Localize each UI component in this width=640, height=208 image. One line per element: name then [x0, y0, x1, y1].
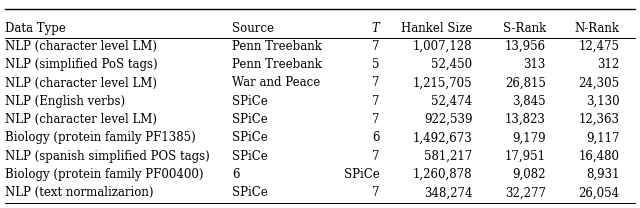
Text: 13,823: 13,823	[505, 113, 546, 126]
Text: NLP (text normalizarion): NLP (text normalizarion)	[5, 186, 154, 199]
Text: 581,217: 581,217	[424, 150, 472, 163]
Text: 1,007,128: 1,007,128	[413, 40, 472, 53]
Text: 6: 6	[232, 168, 240, 181]
Text: SPiCe: SPiCe	[232, 150, 268, 163]
Text: 26,054: 26,054	[579, 186, 620, 199]
Text: Penn Treebank: Penn Treebank	[232, 58, 322, 71]
Text: 17,951: 17,951	[505, 150, 546, 163]
Text: 26,815: 26,815	[505, 77, 546, 89]
Text: 3,845: 3,845	[512, 95, 546, 108]
Text: Penn Treebank: Penn Treebank	[232, 40, 322, 53]
Text: 7: 7	[372, 150, 380, 163]
Text: Biology (protein family PF00400): Biology (protein family PF00400)	[5, 168, 204, 181]
Text: 7: 7	[372, 186, 380, 199]
Text: N-Rank: N-Rank	[575, 22, 620, 35]
Text: 5: 5	[372, 58, 380, 71]
Text: Source: Source	[232, 22, 275, 35]
Text: War and Peace: War and Peace	[232, 77, 321, 89]
Text: Biology (protein family PF1385): Biology (protein family PF1385)	[5, 131, 196, 144]
Text: Hankel Size: Hankel Size	[401, 22, 472, 35]
Text: 3,130: 3,130	[586, 95, 620, 108]
Text: 13,956: 13,956	[505, 40, 546, 53]
Text: 9,179: 9,179	[512, 131, 546, 144]
Text: Data Type: Data Type	[5, 22, 66, 35]
Text: 24,305: 24,305	[579, 77, 620, 89]
Text: 1,215,705: 1,215,705	[413, 77, 472, 89]
Text: SPiCe: SPiCe	[344, 168, 380, 181]
Text: 313: 313	[524, 58, 546, 71]
Text: 312: 312	[597, 58, 620, 71]
Text: 7: 7	[372, 40, 380, 53]
Text: 1,492,673: 1,492,673	[413, 131, 472, 144]
Text: NLP (spanish simplified POS tags): NLP (spanish simplified POS tags)	[5, 150, 210, 163]
Text: S-Rank: S-Rank	[502, 22, 546, 35]
Text: SPiCe: SPiCe	[232, 113, 268, 126]
Text: SPiCe: SPiCe	[232, 95, 268, 108]
Text: NLP (character level LM): NLP (character level LM)	[5, 113, 157, 126]
Text: 16,480: 16,480	[579, 150, 620, 163]
Text: NLP (character level LM): NLP (character level LM)	[5, 77, 157, 89]
Text: 7: 7	[372, 77, 380, 89]
Text: 1,260,878: 1,260,878	[413, 168, 472, 181]
Text: NLP (simplified PoS tags): NLP (simplified PoS tags)	[5, 58, 157, 71]
Text: NLP (character level LM): NLP (character level LM)	[5, 40, 157, 53]
Text: 7: 7	[372, 95, 380, 108]
Text: SPiCe: SPiCe	[232, 186, 268, 199]
Text: 8,931: 8,931	[586, 168, 620, 181]
Text: 9,082: 9,082	[513, 168, 546, 181]
Text: 922,539: 922,539	[424, 113, 472, 126]
Text: 348,274: 348,274	[424, 186, 472, 199]
Text: 6: 6	[372, 131, 380, 144]
Text: T: T	[372, 22, 380, 35]
Text: 52,450: 52,450	[431, 58, 472, 71]
Text: 52,474: 52,474	[431, 95, 472, 108]
Text: 32,277: 32,277	[505, 186, 546, 199]
Text: 7: 7	[372, 113, 380, 126]
Text: 12,475: 12,475	[579, 40, 620, 53]
Text: 9,117: 9,117	[586, 131, 620, 144]
Text: 12,363: 12,363	[579, 113, 620, 126]
Text: SPiCe: SPiCe	[232, 131, 268, 144]
Text: NLP (English verbs): NLP (English verbs)	[5, 95, 125, 108]
